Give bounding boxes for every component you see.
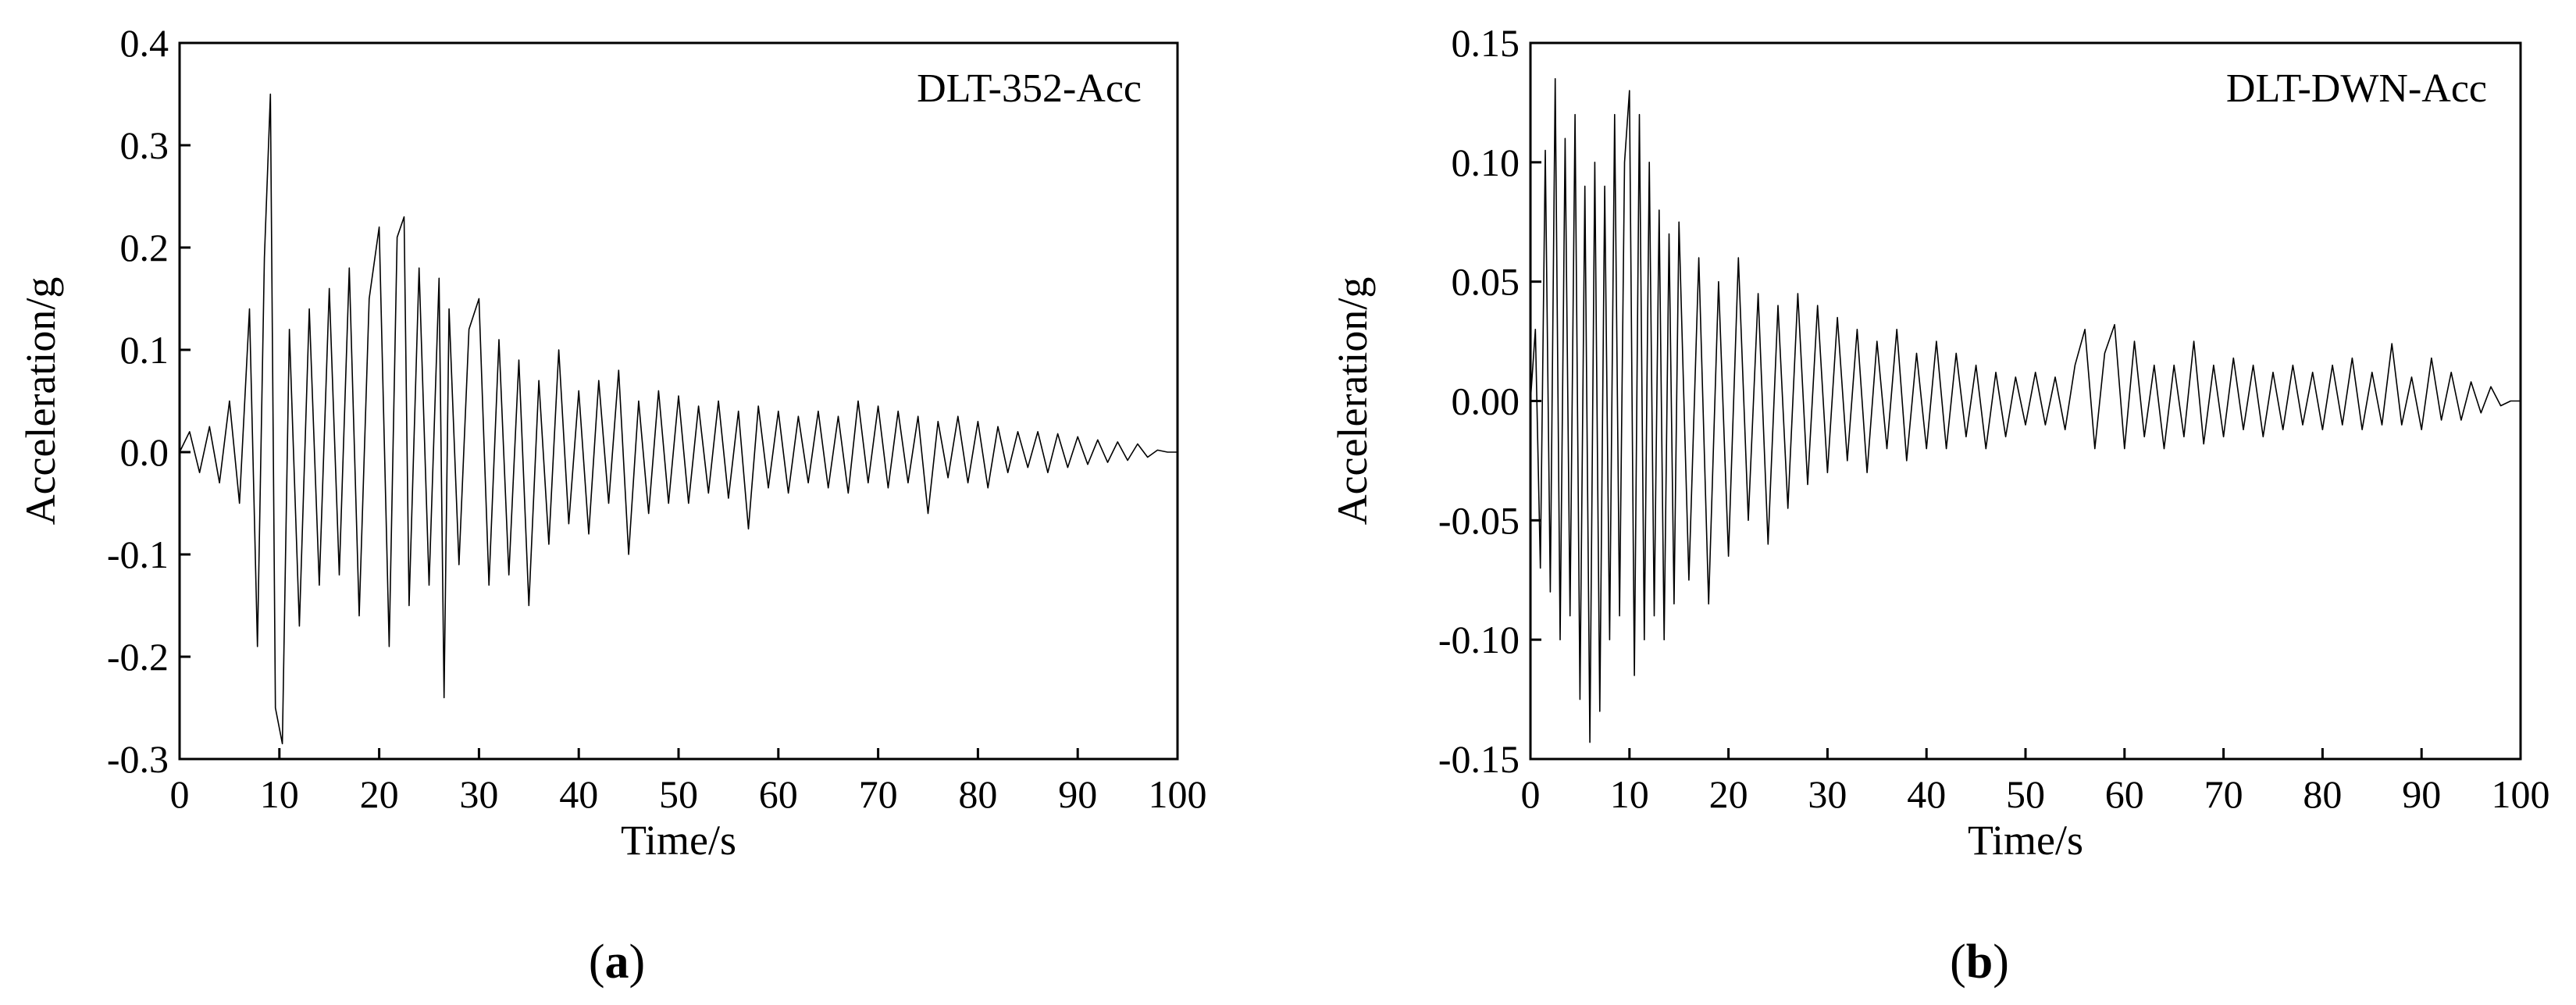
y-tick-label: -0.05	[1438, 498, 1520, 542]
x-tick-label: 0	[170, 772, 190, 816]
y-axis-title: Acceleration/g	[17, 277, 64, 526]
panel-b-chart: 0 10 20 30 40 50 60 70 80 90 100 -0.15 -0.10 -0.05 0.0…	[1329, 21, 2550, 989]
panel-caption: (b)	[1950, 936, 2009, 989]
x-tick-label: 10	[260, 772, 299, 816]
x-tick-label: 100	[2492, 772, 2550, 816]
x-tick-label: 10	[1610, 772, 1649, 816]
legend-label: DLT-DWN-Acc	[2226, 66, 2487, 111]
x-axis-title: Time/s	[621, 817, 736, 864]
x-tick-label: 100	[1149, 772, 1207, 816]
y-tick-label: 0.0	[120, 430, 169, 474]
x-tick-label: 80	[958, 772, 997, 816]
legend-label: DLT-352-Acc	[917, 66, 1142, 111]
x-tick-label: 20	[1709, 772, 1748, 816]
y-tick-label: 0.00	[1452, 380, 1520, 423]
x-tick-label: 90	[2402, 772, 2441, 816]
x-tick-label: 80	[2303, 772, 2342, 816]
y-tick-label: -0.10	[1438, 618, 1520, 661]
y-tick-label: -0.15	[1438, 737, 1520, 781]
x-tick-label: 40	[1907, 772, 1946, 816]
y-tick-label: 0.1	[120, 328, 169, 372]
y-tick-label: -0.3	[107, 737, 169, 781]
plot-frame	[1529, 41, 2522, 761]
x-tick-label: 30	[1808, 772, 1847, 816]
y-tick-label: 0.05	[1452, 260, 1520, 304]
x-tick-label: 60	[2105, 772, 2144, 816]
x-tick-label: 30	[459, 772, 498, 816]
panel-caption: (a)	[589, 936, 645, 989]
x-tick-label: 90	[1058, 772, 1097, 816]
x-tick-label: 50	[659, 772, 698, 816]
series-line	[179, 93, 1178, 745]
x-tick-label: 60	[759, 772, 798, 816]
y-tick-label: 0.2	[120, 226, 169, 269]
x-tick-label: 0	[1521, 772, 1541, 816]
panel-a-chart: 0 10 20 30 40 50 60 70 80 90 100 -0.3 -0.2 -0.1 0.0 0.1…	[17, 21, 1207, 989]
y-tick-label: 0.3	[120, 123, 169, 167]
y-tick-label: 0.10	[1452, 141, 1520, 184]
x-tick-label: 70	[2204, 772, 2243, 816]
x-tick-label: 40	[559, 772, 598, 816]
x-tick-label: 70	[859, 772, 898, 816]
y-tick-label: -0.1	[107, 533, 169, 576]
y-tick-label: 0.4	[120, 21, 169, 65]
x-axis-title: Time/s	[1968, 817, 2083, 864]
y-tick-label: 0.15	[1452, 21, 1520, 65]
x-tick-label: 20	[360, 772, 399, 816]
series-line	[1530, 78, 2521, 743]
y-tick-label: -0.2	[107, 635, 169, 679]
x-tick-label: 50	[2006, 772, 2045, 816]
y-axis-title: Acceleration/g	[1329, 277, 1376, 526]
